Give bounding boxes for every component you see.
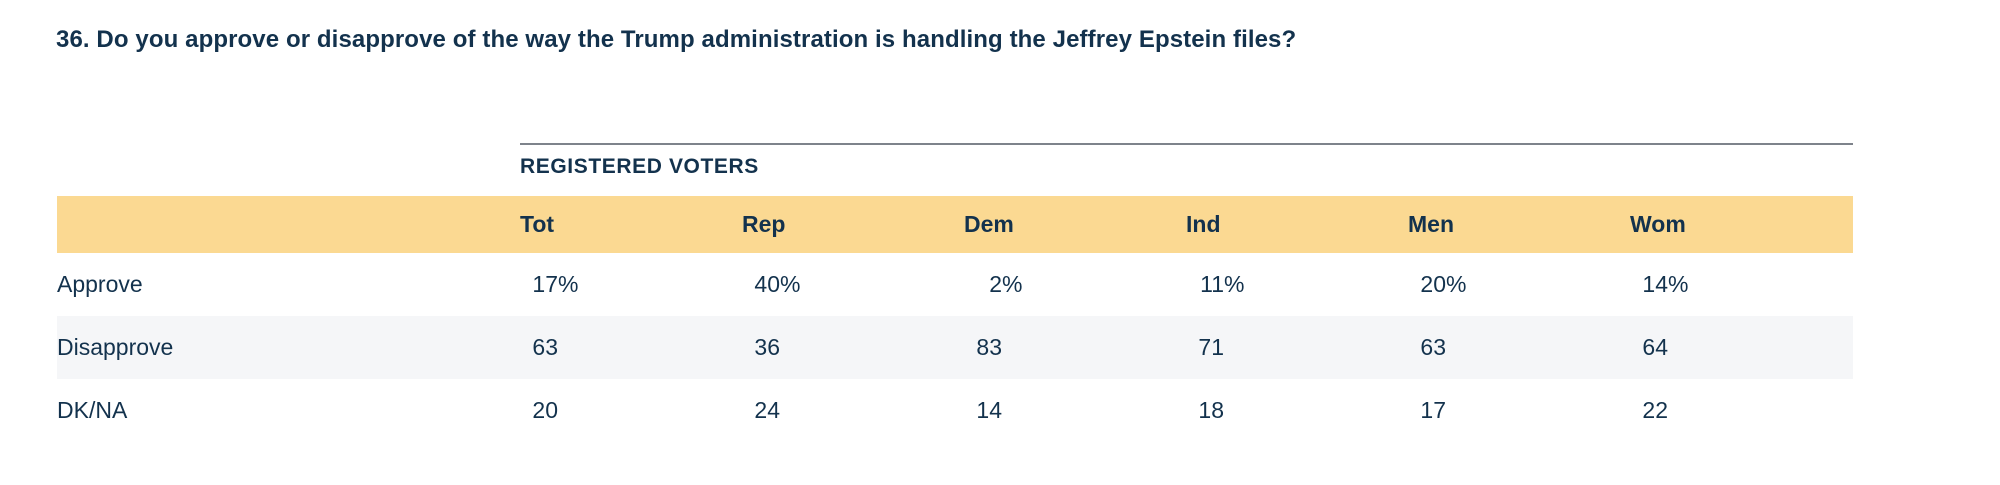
value: 2 bbox=[989, 271, 1002, 297]
value: 14 bbox=[976, 397, 1002, 423]
cell-disapprove-men: 63 bbox=[1408, 334, 1630, 361]
value: 36 bbox=[754, 334, 780, 360]
value: 22 bbox=[1642, 397, 1668, 423]
cell-approve-tot: 17% bbox=[520, 271, 742, 298]
cell-disapprove-wom: 64 bbox=[1630, 334, 1853, 361]
value: 20 bbox=[1420, 271, 1446, 297]
percent-sign: % bbox=[1002, 271, 1023, 297]
table-header-row: Tot Rep Dem Ind Men Wom bbox=[57, 196, 1853, 253]
value: 14 bbox=[1642, 271, 1668, 297]
percent-sign: % bbox=[1446, 271, 1467, 297]
poll-results-table: Tot Rep Dem Ind Men Wom Approve 17% 40% … bbox=[57, 196, 1853, 442]
cell-dkna-dem: 14 bbox=[964, 397, 1186, 424]
column-header-tot: Tot bbox=[520, 211, 555, 237]
cell-disapprove-ind: 71 bbox=[1186, 334, 1408, 361]
value: 63 bbox=[532, 334, 558, 360]
percent-sign: % bbox=[1224, 271, 1245, 297]
column-header-men: Men bbox=[1408, 211, 1454, 237]
registered-voters-section: REGISTERED VOTERS bbox=[520, 143, 1853, 179]
value: 40 bbox=[754, 271, 780, 297]
cell-approve-ind: 11% bbox=[1186, 271, 1408, 298]
value: 24 bbox=[754, 397, 780, 423]
row-label-dkna: DK/NA bbox=[57, 397, 128, 423]
cell-disapprove-rep: 36 bbox=[742, 334, 964, 361]
value: 83 bbox=[976, 334, 1002, 360]
row-label-approve: Approve bbox=[57, 271, 143, 297]
cell-dkna-ind: 18 bbox=[1186, 397, 1408, 424]
value: 18 bbox=[1198, 397, 1224, 423]
percent-sign: % bbox=[1668, 271, 1689, 297]
percent-sign: % bbox=[780, 271, 801, 297]
value: 17 bbox=[1420, 397, 1446, 423]
value: 20 bbox=[532, 397, 558, 423]
cell-dkna-men: 17 bbox=[1408, 397, 1630, 424]
cell-dkna-tot: 20 bbox=[520, 397, 742, 424]
poll-question-title: 36. Do you approve or disapprove of the … bbox=[56, 26, 1297, 53]
value: 71 bbox=[1198, 334, 1224, 360]
value: 17 bbox=[532, 271, 558, 297]
column-header-ind: Ind bbox=[1186, 211, 1221, 237]
table-row-dkna: DK/NA 20 24 14 18 17 22 bbox=[57, 379, 1853, 442]
column-header-rep: Rep bbox=[742, 211, 786, 237]
percent-sign: % bbox=[558, 271, 579, 297]
cell-dkna-wom: 22 bbox=[1630, 397, 1853, 424]
cell-approve-wom: 14% bbox=[1630, 271, 1853, 298]
value: 64 bbox=[1642, 334, 1668, 360]
cell-approve-rep: 40% bbox=[742, 271, 964, 298]
cell-approve-men: 20% bbox=[1408, 271, 1630, 298]
value: 11 bbox=[1200, 271, 1224, 297]
value: 63 bbox=[1420, 334, 1446, 360]
column-header-wom: Wom bbox=[1630, 211, 1686, 237]
cell-disapprove-dem: 83 bbox=[964, 334, 1186, 361]
cell-disapprove-tot: 63 bbox=[520, 334, 742, 361]
row-label-disapprove: Disapprove bbox=[57, 334, 174, 360]
table-row-disapprove: Disapprove 63 36 83 71 63 64 bbox=[57, 316, 1853, 379]
cell-dkna-rep: 24 bbox=[742, 397, 964, 424]
registered-voters-label: REGISTERED VOTERS bbox=[520, 155, 759, 178]
column-header-dem: Dem bbox=[964, 211, 1014, 237]
cell-approve-dem: 2% bbox=[964, 271, 1186, 298]
table-row-approve: Approve 17% 40% 2% 11% 20% 14% bbox=[57, 253, 1853, 316]
